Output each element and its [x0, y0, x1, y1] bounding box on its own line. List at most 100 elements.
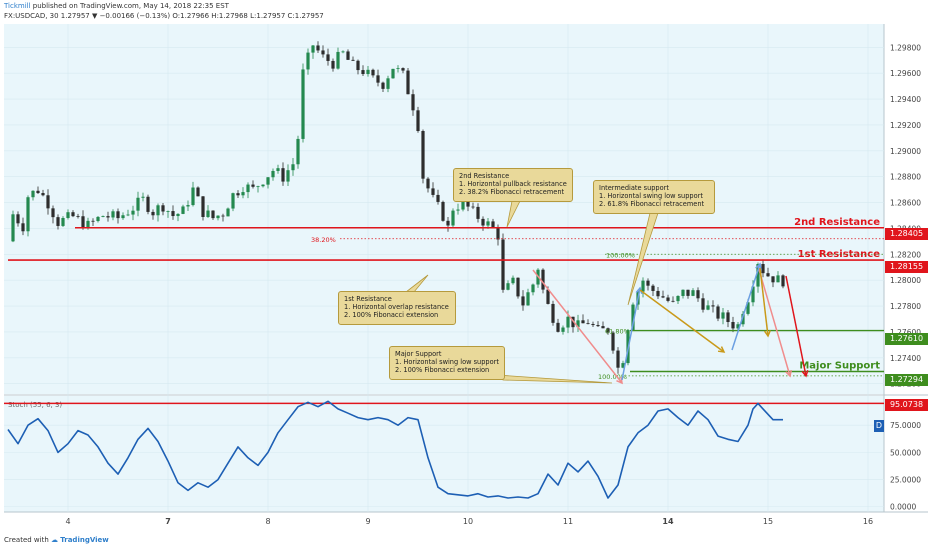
price-tick-label: 1.28800 — [890, 173, 921, 182]
candle-body — [396, 68, 400, 69]
candle-body — [556, 322, 560, 332]
candle-body — [121, 215, 125, 219]
candle-body — [466, 198, 470, 207]
callout-intermediate-support[interactable]: Intermediate support 1. Horizontal swing… — [593, 180, 715, 214]
candle-body — [411, 94, 415, 111]
fib-level-label: 100.00% — [598, 373, 627, 381]
candle-body — [766, 273, 770, 277]
candle-body — [151, 211, 155, 216]
candle-body — [31, 190, 35, 198]
candle-body — [106, 216, 110, 218]
drawn-arrow[interactable] — [759, 267, 769, 337]
candle-body — [226, 208, 230, 217]
candle-body — [456, 209, 460, 211]
candle-body — [721, 312, 725, 319]
candle-body — [771, 276, 775, 283]
candle-body — [676, 295, 680, 302]
candle-body — [501, 239, 505, 290]
price-tick-label: 1.28200 — [890, 250, 921, 259]
candle-body — [576, 320, 580, 328]
price-tick-label: 1.27400 — [890, 354, 921, 363]
candle-body — [36, 190, 40, 194]
candle-body — [686, 289, 690, 296]
candle-body — [741, 313, 745, 325]
candle-body — [781, 275, 785, 287]
candle-body — [351, 59, 355, 61]
candle-body — [416, 110, 420, 132]
drawn-arrow[interactable] — [757, 265, 791, 377]
candle-body — [461, 198, 465, 210]
drawn-arrow[interactable] — [621, 287, 641, 381]
candle-body — [276, 168, 280, 171]
candle-body — [441, 201, 445, 221]
candle-body — [711, 305, 715, 307]
tradingview-icon: ☁ — [51, 536, 59, 544]
candle-body — [586, 323, 590, 325]
stoch-tick-label: 0.0000 — [890, 503, 916, 512]
candle-body — [366, 69, 370, 75]
candle-body — [371, 69, 375, 76]
candle-body — [546, 289, 550, 304]
candle-body — [666, 297, 670, 301]
candle-body — [256, 186, 260, 188]
candle-body — [51, 208, 55, 218]
stoch-tick-label: 75.0000 — [890, 421, 921, 430]
candle-body — [736, 324, 740, 329]
callout-major-support[interactable]: Major Support 1. Horizontal swing low su… — [389, 346, 505, 380]
candle-body — [271, 170, 275, 178]
footer: Created with ☁ TradingView — [4, 536, 109, 544]
candle-body — [746, 302, 750, 314]
candle-body — [391, 68, 395, 79]
candle-body — [321, 50, 325, 55]
time-tick-label: 7 — [165, 517, 171, 526]
candle-body — [311, 45, 315, 53]
price-tick-label: 1.28000 — [890, 276, 921, 285]
candle-body — [521, 296, 525, 306]
candle-body — [86, 220, 90, 229]
candle-body — [296, 138, 300, 165]
stoch-d-badge[interactable]: D — [874, 420, 884, 432]
candle-body — [436, 194, 440, 202]
candle-body — [631, 304, 635, 331]
candle-body — [691, 290, 695, 296]
footer-created-with: Created with — [4, 536, 49, 544]
candle-body — [386, 78, 390, 89]
candle-body — [751, 286, 755, 303]
drawn-arrow[interactable] — [639, 289, 725, 353]
candle-body — [21, 223, 25, 232]
candle-body — [96, 216, 100, 222]
candle-body — [111, 211, 115, 218]
stoch-line — [7, 400, 783, 499]
time-tick-label: 16 — [863, 517, 873, 526]
candle-body — [331, 60, 335, 69]
candle-body — [446, 220, 450, 226]
footer-brand[interactable]: TradingView — [60, 536, 109, 544]
drawn-arrowhead — [763, 330, 771, 338]
drawn-arrow[interactable] — [785, 275, 807, 377]
time-tick-label: 15 — [763, 517, 773, 526]
stoch-title: Stoch (55, 6, 3) — [8, 401, 62, 409]
candle-body — [261, 184, 265, 187]
candle-body — [241, 192, 245, 196]
candle-body — [716, 306, 720, 319]
candle-body — [776, 275, 780, 283]
publisher-user[interactable]: Tickmill — [4, 2, 31, 10]
candle-body — [426, 178, 430, 189]
candle-body — [616, 350, 620, 368]
publisher-info: published on TradingView.com, May 14, 20… — [30, 2, 229, 10]
drawn-arrow[interactable] — [532, 269, 623, 384]
time-tick-label: 10 — [463, 517, 473, 526]
candle-body — [541, 269, 545, 290]
price-tag-2nd-resistance: 1.28405 — [885, 228, 928, 240]
price-tag-intermediate-support: 1.27610 — [885, 333, 928, 345]
candle-body — [71, 212, 75, 217]
callout-1st-resistance[interactable]: 1st Resistance 1. Horizontal overlap res… — [338, 291, 456, 325]
callout-2nd-resistance[interactable]: 2nd Resistance 1. Horizontal pullback re… — [453, 168, 573, 202]
stoch-tick-label: 25.0000 — [890, 476, 921, 485]
candle-body — [451, 210, 455, 226]
time-tick-label: 4 — [65, 517, 70, 526]
price-tick-label: 1.28600 — [890, 199, 921, 208]
drawn-arrow[interactable] — [731, 263, 761, 351]
